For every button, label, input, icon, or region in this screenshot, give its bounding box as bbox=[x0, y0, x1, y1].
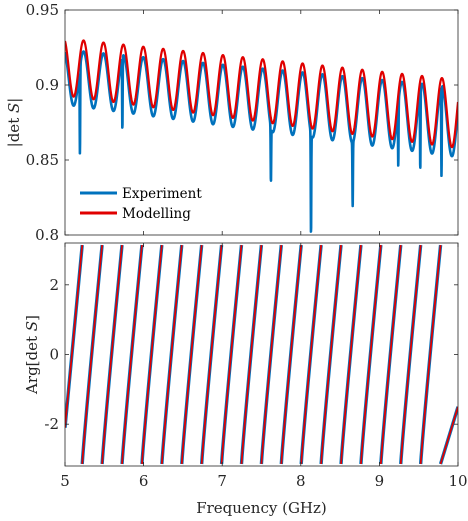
bottom-y-axis-label: Arg[det S] bbox=[23, 315, 41, 395]
legend: Experiment Modelling bbox=[73, 179, 202, 226]
bottom-x-tick-label: 5 bbox=[60, 472, 70, 490]
bottom-series-modelling-segment bbox=[280, 244, 303, 465]
bottom-series-modelling-segment bbox=[360, 244, 382, 465]
bottom-series-modelling-segment bbox=[121, 244, 143, 465]
bottom-series-modelling-segment bbox=[340, 244, 362, 465]
bottom-x-tick-label: 6 bbox=[139, 472, 149, 490]
top-y-axis-label: |det S| bbox=[5, 98, 23, 148]
bottom-x-tick-label: 10 bbox=[448, 472, 467, 490]
bottom-series-modelling-segment bbox=[65, 244, 84, 428]
bottom-axes: -2 0 2 5 6 7 8 9 10 Arg[det S] Frequency (GHz) bbox=[23, 242, 468, 517]
top-axes: 0.8 0.85 0.9 0.95 |det S| Experiment Modell… bbox=[5, 1, 459, 244]
top-series-modelling bbox=[65, 39, 458, 149]
bottom-series-modelling-segment bbox=[101, 244, 123, 465]
bottom-series-modelling-segment bbox=[260, 244, 283, 465]
top-y-tick-label: 0.95 bbox=[26, 1, 59, 19]
bottom-series-modelling-segment bbox=[220, 244, 243, 465]
bottom-series-modelling-segment bbox=[200, 244, 223, 465]
bottom-series-modelling-segment bbox=[240, 244, 263, 465]
bottom-x-tick-label: 8 bbox=[296, 472, 306, 490]
top-axes-frame bbox=[64, 9, 459, 236]
bottom-series-modelling-segment bbox=[439, 406, 458, 465]
legend-box bbox=[73, 179, 193, 226]
legend-label-modelling: Modelling bbox=[122, 206, 191, 222]
bottom-series-modelling-segment bbox=[141, 244, 163, 465]
top-y-tick-label: 0.85 bbox=[26, 151, 59, 169]
bottom-series-modelling-segment bbox=[419, 244, 442, 465]
bottom-y-tick-label: 0 bbox=[49, 346, 59, 364]
top-series-experiment bbox=[65, 50, 458, 233]
bottom-series-modelling-segment bbox=[160, 244, 183, 465]
top-y-tick-label: 0.9 bbox=[35, 76, 59, 94]
bottom-x-tick-label: 9 bbox=[375, 472, 385, 490]
bottom-series-modelling-segment bbox=[300, 244, 323, 465]
bottom-series-modelling-segment bbox=[379, 244, 402, 465]
legend-label-experiment: Experiment bbox=[122, 186, 202, 202]
top-y-tick-label: 0.8 bbox=[35, 226, 59, 244]
bottom-series-modelling-segment bbox=[81, 244, 104, 465]
x-axis-label: Frequency (GHz) bbox=[196, 499, 327, 517]
bottom-x-tick-label: 7 bbox=[217, 472, 227, 490]
bottom-series-modelling-segment bbox=[180, 244, 203, 465]
bottom-series-modelling-segment bbox=[320, 244, 342, 465]
bottom-series-modelling-segment bbox=[399, 244, 422, 465]
bottom-y-tick-label: -2 bbox=[44, 415, 59, 433]
bottom-y-tick-label: 2 bbox=[49, 276, 59, 294]
